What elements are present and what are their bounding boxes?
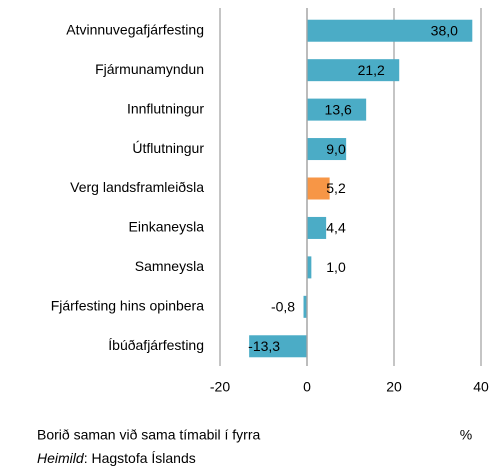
source: Heimild: Hagstofa Íslands [37, 450, 196, 466]
bar [307, 59, 400, 82]
bar [249, 335, 307, 358]
y-tick-label: Atvinnuvegafjárfesting [66, 21, 204, 37]
note: Borið saman við sama tímabil í fyrra [37, 427, 261, 443]
bar [307, 256, 312, 279]
y-tick-label: Samneysla [135, 258, 204, 274]
bar [307, 19, 473, 42]
x-tick-label: 0 [303, 379, 311, 395]
y-tick-label: Einkaneysla [129, 219, 205, 235]
source-label: Heimild [37, 450, 85, 466]
value-label: 13,6 [325, 101, 352, 117]
x-tick-label: -20 [210, 379, 230, 395]
bar [307, 98, 367, 121]
y-tick-label: Verg landsframleiðsla [70, 179, 204, 195]
y-tick-label: Innflutningur [127, 100, 204, 116]
value-label: -0,8 [271, 299, 295, 315]
value-label: 4,4 [326, 220, 346, 236]
x-tick-label: 40 [473, 379, 489, 395]
x-tick-label: 20 [386, 379, 402, 395]
value-label: 1,0 [326, 259, 346, 275]
bar [303, 295, 307, 318]
y-tick-label: Íbúðafjárfesting [108, 337, 204, 353]
source-text: : Hagstofa Íslands [84, 450, 196, 466]
value-label: 9,0 [326, 141, 346, 157]
y-tick-label: Útflutningur [132, 140, 204, 156]
value-label: 21,2 [358, 62, 385, 78]
value-label: 38,0 [431, 22, 458, 38]
unit: % [460, 427, 472, 443]
value-label: -13,3 [248, 338, 280, 354]
y-tick-label: Fjármunamyndun [95, 61, 204, 77]
bar [307, 177, 330, 200]
bar [307, 216, 327, 239]
value-label: 5,2 [326, 180, 346, 196]
y-tick-label: Fjárfesting hins opinbera [51, 298, 205, 314]
bar [307, 138, 347, 161]
